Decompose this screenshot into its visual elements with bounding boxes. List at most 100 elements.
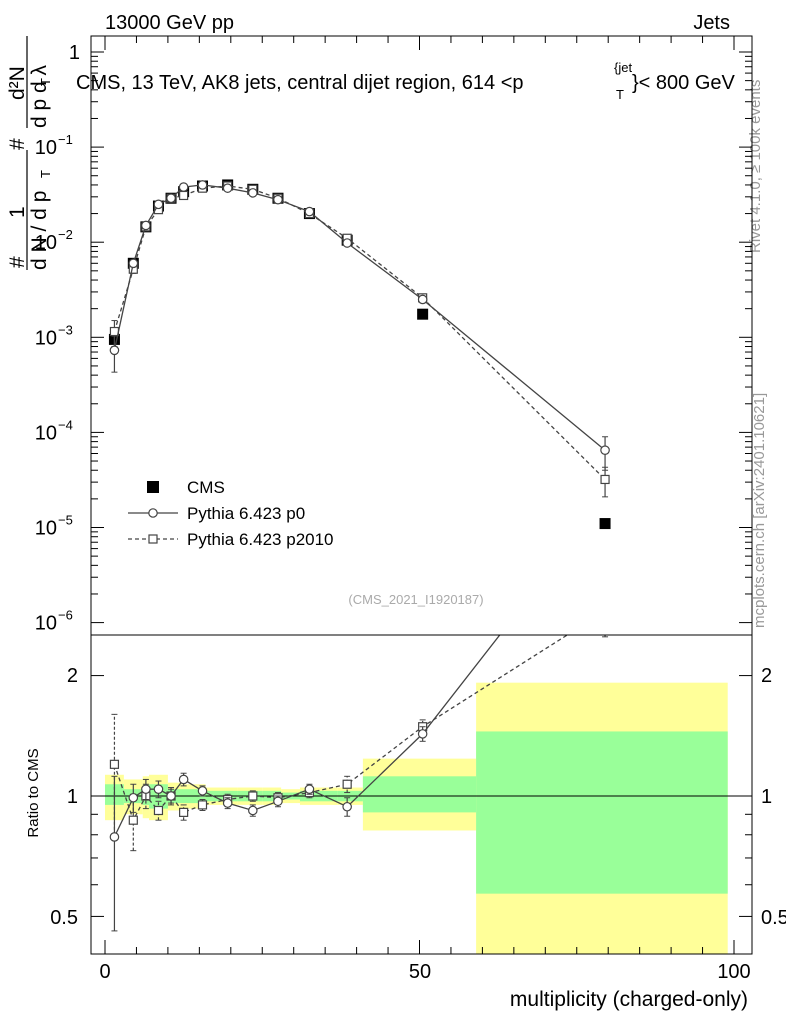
header-left: 13000 GeV pp <box>105 12 234 34</box>
ratio-point-p0 <box>304 784 315 794</box>
ratio-y-axis-label: Ratio to CMS <box>25 748 42 837</box>
y-tick-label-exponent: −1 <box>58 132 73 147</box>
data-point-p0 <box>128 258 139 269</box>
title-part-1: CMS, 13 TeV, AK8 jets, central dijet reg… <box>76 72 524 94</box>
legend-marker-p2010 <box>148 534 158 544</box>
band-green <box>362 776 477 813</box>
legend-marker-cms <box>147 481 159 493</box>
y-tick-label-exponent: −2 <box>58 227 73 242</box>
y-tick-label-mantissa: 10 <box>35 518 57 540</box>
ratio-plot-panel <box>90 607 753 955</box>
data-point-p0 <box>600 445 610 455</box>
main-plot-title: CMS, 13 TeV, AK8 jets, central dijet reg… <box>76 60 736 102</box>
ratio-y-tick-1-right: 1 <box>761 786 772 808</box>
ratio-y-tick-2-left: 2 <box>67 665 78 687</box>
data-point-p0 <box>166 193 176 204</box>
ratio-plot-frame <box>90 634 753 955</box>
main-plot-y-tick-labels: 110−110−210−310−410−510−6 <box>35 42 80 635</box>
ratio-point-p2010 <box>342 779 352 789</box>
y-label-dp-dlambda: d p d λ <box>28 64 51 128</box>
y-tick-label-exponent: −3 <box>58 322 73 337</box>
ratio-point-p2010 <box>197 800 208 810</box>
x-tick-labels: 0 50 100 <box>99 961 750 983</box>
data-point-p0 <box>153 199 164 210</box>
ratio-y-tick-1-left: 1 <box>67 786 78 808</box>
data-point-p0 <box>417 294 428 305</box>
ratio-plot-ticks <box>91 675 752 954</box>
series-line-p0 <box>113 184 606 451</box>
y-tick-label-mantissa: 10 <box>35 232 57 254</box>
legend: CMS Pythia 6.423 p0 Pythia 6.423 p2010 <box>128 478 334 549</box>
series-line-p2010 <box>113 185 606 480</box>
ratio-point-p0 <box>141 784 151 794</box>
header-right: Jets <box>693 12 730 34</box>
data-point-p0 <box>222 183 233 193</box>
legend-label-p2010: Pythia 6.423 p2010 <box>187 530 334 549</box>
y-tick-label-mantissa: 10 <box>35 327 57 349</box>
ratio-point-p0 <box>153 784 164 794</box>
data-point-p0 <box>248 188 258 198</box>
y-tick-label-mantissa: 10 <box>35 422 57 444</box>
y-tick-label-exponent: −4 <box>58 417 73 432</box>
band-green <box>476 731 728 894</box>
title-part-subscript: T <box>616 87 624 102</box>
ratio-point-p0 <box>109 832 120 842</box>
y-tick-label-exponent: −5 <box>58 513 73 528</box>
ratio-point-p2010 <box>109 759 120 769</box>
data-point-p0 <box>304 206 315 217</box>
y-tick-label-exponent: −6 <box>58 608 73 623</box>
ratio-line-p2010 <box>113 635 569 822</box>
y-label-dn-dp: d N / d p <box>28 191 51 270</box>
ratio-point-p0 <box>178 774 189 785</box>
ratio-y-tick-labels: 2 1 0.5 2 1 0.5 <box>50 665 786 929</box>
ratio-point-p2010 <box>128 815 138 825</box>
ratio-point-p0 <box>166 791 176 801</box>
ratio-point-p2010 <box>179 807 189 817</box>
y-label-d2n: d²N <box>6 66 29 100</box>
ratio-point-p2010 <box>601 607 609 615</box>
source-label: mcplots.cern.ch [arXiv:2401.10621] <box>751 393 768 628</box>
x-tick-0: 0 <box>99 961 110 983</box>
ratio-point-p0 <box>273 796 283 807</box>
y-label-one: 1 <box>6 206 29 218</box>
ratio-uncertainty-bands <box>105 682 728 954</box>
ratio-point-p0 <box>342 801 352 812</box>
ratio-series <box>109 607 609 932</box>
data-point-cms <box>417 308 429 320</box>
ratio-y-tick-05-right: 0.5 <box>761 907 786 929</box>
ratio-point-p2010 <box>153 805 164 816</box>
data-point-p2010 <box>179 190 189 201</box>
y-tick-label-mantissa: 10 <box>35 613 57 635</box>
y-label-t-1: T <box>38 170 53 178</box>
data-point-p0 <box>342 238 352 248</box>
y-label-t-2: T <box>38 78 53 86</box>
x-tick-50: 50 <box>409 961 431 983</box>
ratio-point-p2010 <box>248 791 258 801</box>
y-label-hash-1: # <box>6 256 29 268</box>
legend-label-p0: Pythia 6.423 p0 <box>187 504 305 523</box>
ratio-point-p0 <box>222 798 233 808</box>
main-plot-ticks <box>91 36 752 624</box>
title-part-2: }< 800 GeV <box>632 72 736 94</box>
data-point-p0 <box>197 180 208 190</box>
y-tick-label-mantissa: 10 <box>35 137 57 159</box>
data-point-p0 <box>141 220 151 231</box>
legend-marker-p0 <box>148 508 158 518</box>
x-axis-label: multiplicity (charged-only) <box>510 988 748 1011</box>
ratio-y-tick-2-right: 2 <box>761 665 772 687</box>
data-point-p0 <box>178 182 189 192</box>
rivet-version-label: Rivet 4.1.0, ≥ 100k events <box>747 80 764 253</box>
ratio-point-p0 <box>248 805 258 816</box>
data-point-p2010 <box>600 474 610 485</box>
data-point-p0 <box>273 194 283 205</box>
title-part-superscript: {jet <box>614 60 632 75</box>
main-plot-y-axis-label: # 1 d N / d p T # d²N d p d λ T <box>6 36 53 270</box>
main-plot-series <box>108 179 611 530</box>
legend-label-cms: CMS <box>187 478 225 497</box>
analysis-watermark: (CMS_2021_I1920187) <box>348 592 483 607</box>
y-label-hash-2: # <box>6 138 29 150</box>
y-tick-label: 1 <box>69 42 80 64</box>
data-point-p0 <box>109 345 120 356</box>
main-plot-panel: 110−110−210−310−410−510−6 <box>35 35 753 636</box>
